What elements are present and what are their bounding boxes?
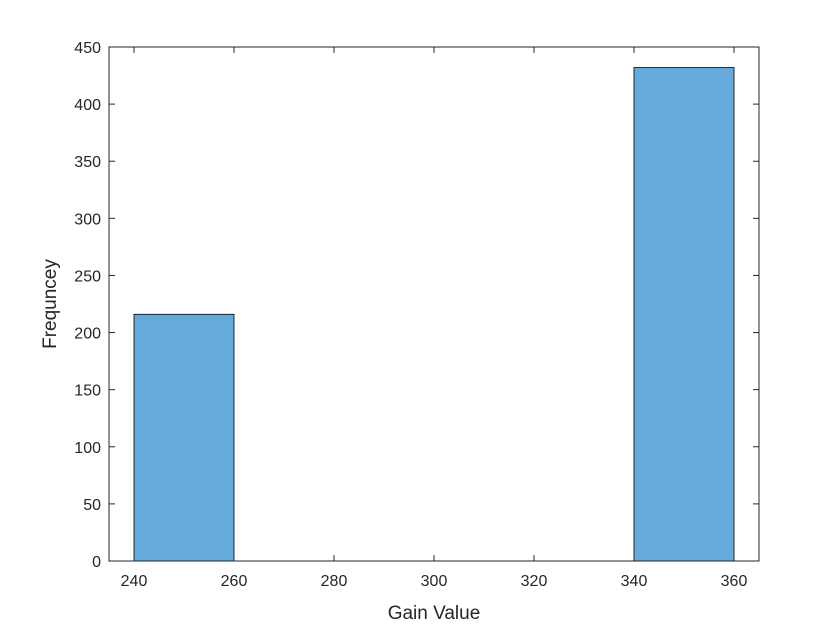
x-tick-label: 360 [721,573,748,590]
y-tick-label: 100 [74,440,101,457]
x-tick-label: 280 [321,573,348,590]
tick-labels-layer: 240 260 280 300 320 340 360 0 50 100 150 200 250 300 3… [74,40,747,590]
x-tick-label: 260 [221,573,248,590]
histogram-bar-240-260 [133,313,235,562]
y-axis-title: Frequncey [40,259,61,349]
y-tick-label: 150 [74,383,101,400]
x-tick-label: 240 [121,573,148,590]
x-tick-label: 320 [521,573,548,590]
x-tick-label: 300 [421,573,448,590]
y-tick-label: 0 [92,554,101,571]
y-tick-label: 350 [74,154,101,171]
ticks-layer [109,46,759,562]
y-tick-label: 50 [83,497,101,514]
y-tick-label: 400 [74,97,101,114]
histogram-bar-340-360 [633,67,735,562]
y-tick-label: 450 [74,40,101,57]
bars-layer [133,67,735,562]
y-tick-label: 300 [74,211,101,228]
y-tick-label: 250 [74,268,101,285]
x-axis-title: Gain Value [388,603,481,624]
y-tick-label: 200 [74,326,101,343]
x-tick-label: 340 [621,573,648,590]
